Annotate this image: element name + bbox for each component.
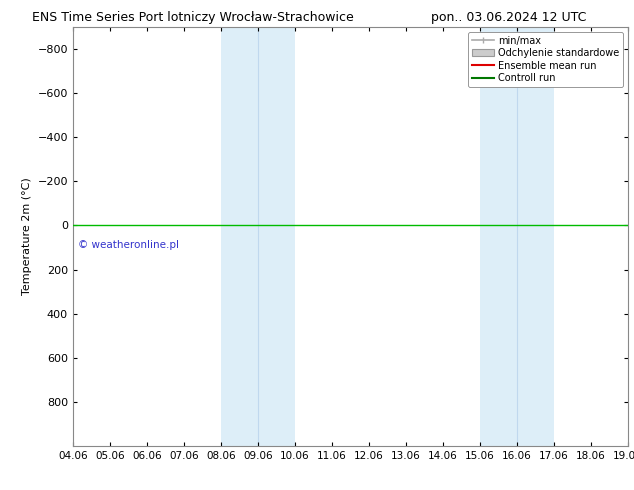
Bar — [480, 27, 553, 446]
Text: ENS Time Series Port lotniczy Wrocław-Strachowice: ENS Time Series Port lotniczy Wrocław-St… — [32, 11, 353, 24]
Text: pon.. 03.06.2024 12 UTC: pon.. 03.06.2024 12 UTC — [431, 11, 586, 24]
Legend: min/max, Odchylenie standardowe, Ensemble mean run, Controll run: min/max, Odchylenie standardowe, Ensembl… — [469, 32, 623, 87]
Y-axis label: Temperature 2m (°C): Temperature 2m (°C) — [22, 177, 32, 295]
Bar — [221, 27, 295, 446]
Text: © weatheronline.pl: © weatheronline.pl — [79, 240, 179, 250]
